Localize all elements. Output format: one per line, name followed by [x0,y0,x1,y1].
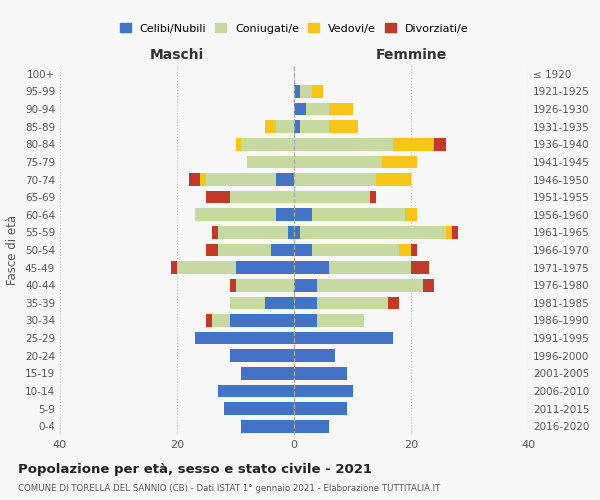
Bar [206,314,212,327]
Bar [317,279,422,291]
Bar [277,120,294,133]
Bar [218,244,271,256]
Bar [265,120,277,133]
Bar [370,191,376,203]
Bar [306,102,329,116]
Text: Maschi: Maschi [150,48,204,62]
Bar [329,262,411,274]
Text: COMUNE DI TORELLA DEL SANNIO (CB) - Dati ISTAT 1° gennaio 2021 - Elaborazione TU: COMUNE DI TORELLA DEL SANNIO (CB) - Dati… [18,484,440,493]
Bar [294,296,317,309]
Bar [224,402,294,415]
Bar [212,226,218,238]
Bar [277,173,294,186]
Bar [171,262,177,274]
Bar [394,138,434,150]
Text: Femmine: Femmine [376,48,446,62]
Bar [411,262,428,274]
Bar [317,296,388,309]
Bar [177,262,235,274]
Bar [300,85,311,98]
Bar [288,226,294,238]
Bar [294,420,329,432]
Bar [230,191,294,203]
Bar [277,208,294,221]
Bar [311,244,400,256]
Bar [230,279,235,291]
Bar [218,226,288,238]
Bar [329,102,353,116]
Bar [311,85,323,98]
Text: Popolazione per età, sesso e stato civile - 2021: Popolazione per età, sesso e stato civil… [18,462,372,475]
Bar [294,314,317,327]
Bar [241,367,294,380]
Bar [206,191,230,203]
Bar [230,314,294,327]
Bar [405,208,417,221]
Bar [194,332,294,344]
Bar [294,402,347,415]
Bar [300,120,329,133]
Bar [294,384,353,398]
Bar [265,296,294,309]
Bar [247,156,294,168]
Bar [230,350,294,362]
Bar [294,350,335,362]
Bar [382,156,417,168]
Bar [188,173,200,186]
Bar [294,332,394,344]
Bar [194,208,277,221]
Bar [218,384,294,398]
Bar [212,314,230,327]
Bar [294,279,317,291]
Bar [294,262,329,274]
Bar [329,120,358,133]
Y-axis label: Fasce di età: Fasce di età [7,215,19,285]
Bar [241,420,294,432]
Bar [294,244,311,256]
Bar [294,367,347,380]
Bar [311,208,405,221]
Bar [235,138,241,150]
Bar [446,226,452,238]
Bar [400,244,411,256]
Bar [230,296,265,309]
Bar [294,85,300,98]
Bar [235,262,294,274]
Bar [294,173,376,186]
Bar [411,244,417,256]
Bar [317,314,364,327]
Bar [294,191,370,203]
Bar [294,102,306,116]
Bar [271,244,294,256]
Bar [376,173,411,186]
Bar [200,173,206,186]
Bar [294,226,300,238]
Bar [294,156,382,168]
Bar [294,208,311,221]
Bar [241,138,294,150]
Legend: Celibi/Nubili, Coniugati/e, Vedovi/e, Divorziati/e: Celibi/Nubili, Coniugati/e, Vedovi/e, Di… [115,19,473,38]
Bar [235,279,294,291]
Bar [294,138,394,150]
Bar [423,279,434,291]
Bar [434,138,446,150]
Bar [452,226,458,238]
Bar [206,173,277,186]
Bar [300,226,446,238]
Y-axis label: Anni di nascita: Anni di nascita [596,206,600,294]
Bar [294,120,300,133]
Bar [206,244,218,256]
Bar [388,296,400,309]
